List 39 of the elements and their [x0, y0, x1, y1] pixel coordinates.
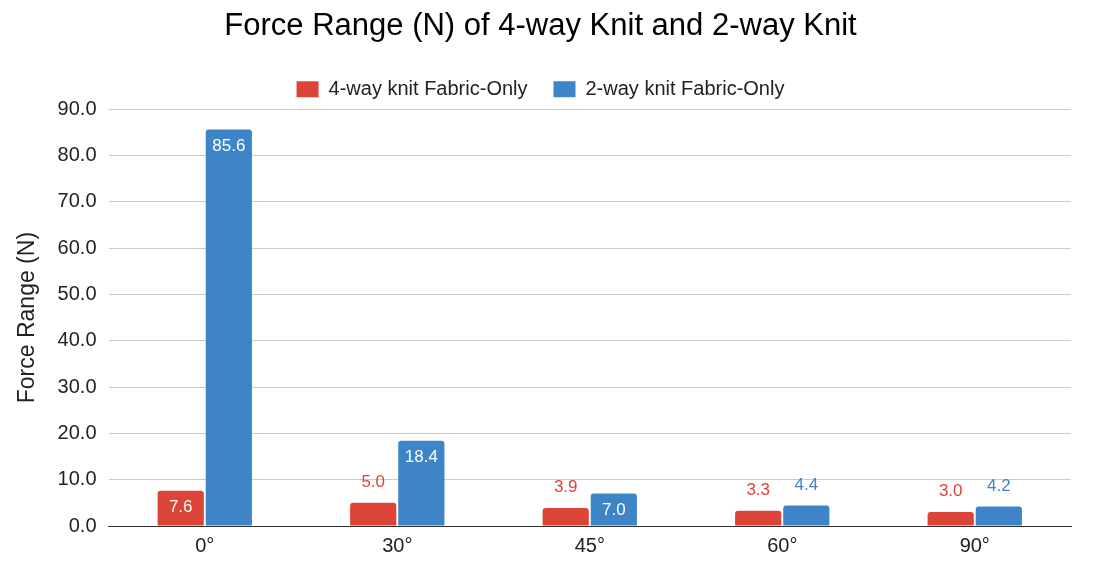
x-tick-label: 30°: [382, 533, 413, 556]
data-label: 3.9: [553, 477, 578, 497]
data-label: 4.4: [794, 474, 819, 494]
x-tick-label: 0°: [195, 533, 215, 556]
data-label: 4.2: [986, 475, 1011, 495]
x-tick-label: 45°: [574, 533, 605, 556]
bar: [157, 490, 204, 526]
legend-label: 2-way knit Fabric-Only: [585, 76, 785, 99]
y-tick-label: 10.0: [57, 467, 97, 490]
bar: [590, 493, 637, 526]
chart-title: Force Range (N) of 4-way Knit and 2-way Knit: [224, 7, 858, 43]
y-tick-label: 30.0: [57, 374, 97, 397]
bar: [975, 506, 1022, 526]
data-label: 7.0: [602, 499, 626, 519]
data-label: 7.6: [168, 496, 193, 516]
x-tick-label: 60°: [767, 533, 798, 556]
bar: [205, 129, 252, 526]
y-tick-label: 50.0: [57, 281, 97, 304]
bar: [783, 505, 830, 526]
bar: [735, 510, 782, 526]
bar: [542, 507, 589, 526]
legend-label: 4-way knit Fabric-Only: [328, 76, 528, 99]
y-tick-label: 90.0: [57, 96, 97, 119]
bar: [350, 502, 397, 526]
y-tick-label: 0.0: [68, 513, 97, 536]
y-axis-title: Force Range (N): [13, 231, 40, 404]
bar: [927, 512, 974, 526]
data-label: 5.0: [361, 472, 386, 492]
data-label: 18.4: [404, 446, 438, 466]
data-label: 3.3: [746, 479, 771, 499]
data-label: 85.6: [212, 135, 246, 155]
bar: [398, 440, 445, 526]
y-tick-label: 80.0: [57, 143, 97, 166]
y-tick-label: 20.0: [57, 420, 97, 443]
data-label: 3.0: [938, 481, 963, 501]
y-tick-label: 40.0: [57, 328, 97, 351]
x-tick-label: 90°: [959, 533, 990, 556]
y-tick-label: 70.0: [57, 189, 97, 212]
y-tick-label: 60.0: [57, 235, 97, 258]
